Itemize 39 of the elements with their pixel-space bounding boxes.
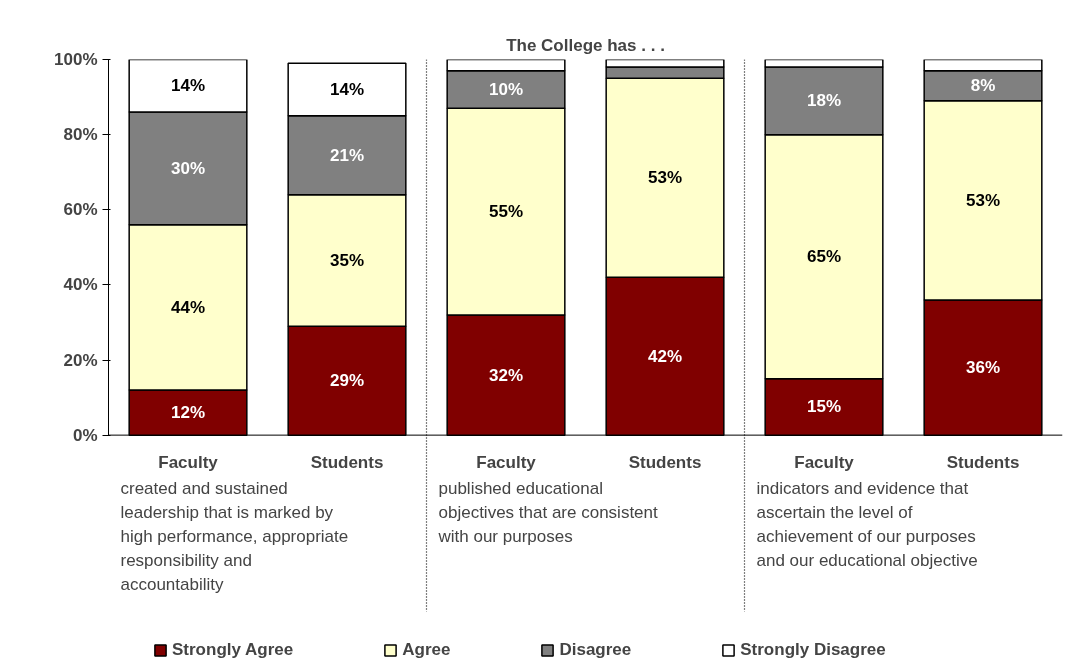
y-tick-label: 20%	[63, 350, 98, 370]
data-label: 42%	[647, 346, 683, 366]
x-tick-label: Students	[946, 453, 1020, 473]
x-tick-label: Students	[310, 453, 384, 473]
y-tick-label: 0%	[72, 425, 98, 445]
data-label: 8%	[970, 76, 996, 96]
chart-title: The College has . . .	[506, 35, 665, 55]
data-label: 65%	[806, 247, 842, 267]
data-label: 29%	[329, 371, 365, 391]
legend-label: Disagree	[559, 640, 632, 660]
y-tick-label: 40%	[63, 275, 98, 295]
legend-label: Strongly Agree	[172, 640, 294, 660]
x-tick-label: Faculty	[476, 453, 537, 473]
data-label: 36%	[965, 358, 1001, 378]
y-tick-label: 80%	[63, 125, 98, 145]
data-label: 21%	[329, 145, 365, 165]
data-label: 18%	[806, 91, 842, 111]
y-tick-label: 60%	[63, 200, 98, 220]
legend-label: Agree	[402, 640, 451, 660]
data-label: 32%	[488, 365, 524, 385]
data-label: 53%	[965, 190, 1001, 210]
data-label: 55%	[488, 202, 524, 222]
data-label: 12%	[170, 403, 206, 423]
data-label: 15%	[806, 397, 842, 417]
data-label: 35%	[329, 250, 365, 270]
text: published educational objectives that are consistent with our purposes	[437, 479, 659, 547]
y-tick-label: 100%	[54, 50, 98, 69]
x-tick-label: Students	[628, 453, 702, 473]
legend-label: Strongly Disagree	[740, 640, 886, 660]
data-label: 44%	[170, 297, 206, 317]
data-label: 14%	[329, 80, 365, 100]
data-label: 10%	[488, 80, 524, 100]
x-tick-label: Faculty	[794, 453, 855, 473]
data-label: 14%	[170, 76, 206, 96]
data-label: 53%	[647, 168, 683, 188]
data-label: 30%	[170, 158, 206, 178]
text: indicators and evidence that ascertain the level of achievement of our purposes and our educational objective	[756, 479, 978, 571]
x-tick-label: Faculty	[158, 453, 219, 473]
text: created and sustained leadership that is marked by high performance, appropriate responsibility and accountability	[120, 479, 349, 595]
